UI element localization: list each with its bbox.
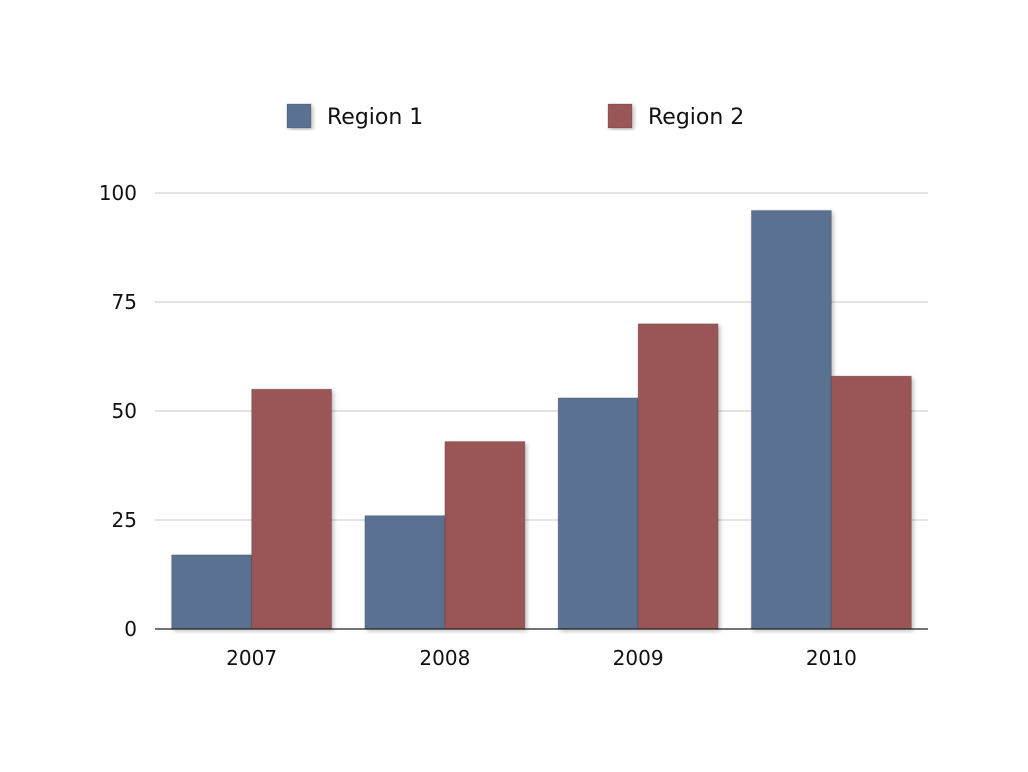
x-tick-label: 2007 [226, 646, 277, 670]
bar-region-2-2010 [830, 375, 912, 630]
y-tick-label: 0 [124, 617, 137, 641]
bar-region-2-2009 [637, 323, 719, 630]
legend-swatch [607, 103, 633, 129]
y-tick-label: 100 [99, 181, 137, 205]
bar-region-1-2009 [557, 397, 639, 630]
legend-swatch [286, 103, 312, 129]
bar-region-2-2007 [251, 388, 333, 630]
legend-label: Region 2 [648, 105, 744, 130]
y-tick-label: 50 [112, 399, 137, 423]
bar-region-2-2008 [444, 441, 526, 630]
bars [171, 209, 912, 630]
x-tick-label: 2009 [613, 646, 664, 670]
x-axis-ticks: 2007 2008 2009 2010 [226, 646, 857, 670]
y-tick-label: 25 [112, 508, 137, 532]
x-tick-label: 2010 [806, 646, 857, 670]
legend: Region 1 Region 2 [286, 103, 744, 130]
bar-region-1-2008 [364, 515, 446, 630]
y-axis-ticks: 0 25 50 75 100 [99, 181, 137, 641]
x-tick-label: 2008 [419, 646, 470, 670]
legend-label: Region 1 [327, 105, 423, 130]
y-tick-label: 75 [112, 290, 137, 314]
bar-region-1-2007 [171, 554, 253, 630]
bar-region-1-2010 [750, 209, 832, 630]
